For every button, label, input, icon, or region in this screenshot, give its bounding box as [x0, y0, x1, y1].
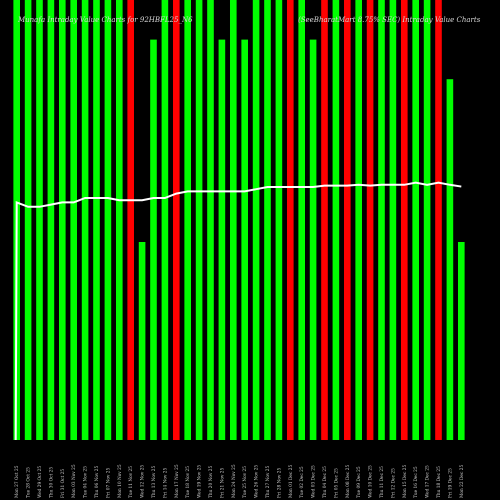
bar: [321, 0, 328, 440]
bars-group: [13, 0, 465, 440]
x-tick-label: Mon 27 Oct 25: [15, 465, 20, 498]
bar: [298, 0, 305, 440]
x-tick-label: Mon 03 Nov 25: [72, 464, 77, 498]
line-group: [14, 181, 462, 441]
bar: [378, 0, 385, 440]
bar: [275, 0, 283, 440]
x-tick-label: Tue 16 Dec 25: [414, 466, 419, 498]
x-tick-label: Tue 11 Nov 25: [129, 466, 134, 498]
chart-subtitle: (SeeBharatMart 8.75% SEC) Intraday Value…: [298, 16, 481, 24]
x-tick-label: Thu 13 Nov 25: [152, 466, 157, 498]
bar: [457, 242, 465, 440]
bar: [127, 0, 134, 440]
x-tick-label: Wed 26 Nov 25: [255, 465, 260, 498]
bar: [366, 0, 374, 440]
x-tick-label: Wed 12 Nov 25: [141, 465, 146, 498]
bar: [423, 0, 431, 440]
bar: [218, 39, 226, 440]
x-tick-label: Thu 30 Oct 25: [49, 467, 54, 498]
x-tick-label: Wed 17 Dec 25: [426, 465, 431, 498]
bar: [229, 0, 237, 440]
bar: [70, 0, 77, 440]
x-tick-label: Thu 20 Nov 25: [209, 466, 214, 498]
bar: [47, 0, 55, 440]
bar: [150, 39, 157, 440]
x-tick-label: Tue 04 Nov 25: [84, 466, 89, 498]
x-tick-label: Tue 28 Oct 25: [27, 467, 32, 498]
titles-group: Munafa Intraday Value Charts for 92HBFL2…: [17, 16, 481, 24]
bar: [195, 0, 203, 440]
bar: [309, 39, 317, 440]
chart-title: Munafa Intraday Value Charts for 92HBFL2…: [17, 16, 193, 24]
x-tick-label: Tue 02 Dec 25: [300, 466, 305, 498]
x-tick-label: Wed 03 Dec 25: [312, 465, 317, 498]
bar: [115, 0, 123, 440]
bar: [241, 39, 248, 440]
x-tick-labels: Mon 27 Oct 25 Tue 28 Oct 25 Wed 29 Oct 25 T…: [15, 464, 465, 498]
bar: [343, 0, 351, 440]
bar: [332, 0, 340, 440]
bar: [389, 0, 397, 440]
x-tick-label: Mon 15 Dec 25: [403, 465, 408, 498]
x-tick-label: Wed 29 Oct 25: [38, 466, 43, 498]
x-tick-label: Tue 18 Nov 25: [186, 466, 191, 498]
bar: [138, 242, 146, 440]
bar: [58, 0, 66, 440]
value-line: [14, 181, 462, 441]
x-tick-label: Mon 24 Nov 25: [232, 464, 237, 498]
bar: [412, 0, 419, 440]
x-tick-label: Thu 04 Dec 25: [323, 466, 328, 498]
x-tick-label: Tue 25 Nov 25: [243, 466, 248, 498]
bar: [355, 0, 362, 440]
x-tick-label: Fri 19 Dec 25: [448, 468, 453, 498]
bar: [252, 0, 260, 440]
bar: [207, 0, 214, 440]
x-tick-label: Fri 12 Dec 25: [391, 468, 396, 498]
bar: [446, 79, 454, 440]
x-tick-label: Fri 28 Nov 25: [277, 468, 282, 498]
bar: [81, 0, 89, 440]
bar: [24, 0, 32, 440]
x-tick-label: Mon 10 Nov 25: [118, 464, 123, 498]
x-tick-label: Fri 07 Nov 25: [106, 468, 111, 498]
bar: [286, 0, 294, 440]
x-tick-label: Tue 09 Dec 25: [357, 466, 362, 498]
x-tick-label: Mon 17 Nov 25: [175, 464, 180, 498]
x-tick-label: Wed 10 Dec 25: [369, 465, 374, 498]
x-tick-label: Mon 22 Dec 25: [460, 465, 465, 498]
x-tick-label: Mon 08 Dec 25: [346, 465, 351, 498]
x-tick-label: Mon 01 Dec 25: [289, 465, 294, 498]
bar: [435, 0, 442, 440]
bar: [172, 0, 180, 440]
bar: [184, 0, 191, 440]
bar: [264, 0, 271, 440]
bar: [161, 0, 169, 440]
bar: [36, 0, 43, 440]
x-tick-label: Fri 31 Oct 25: [61, 469, 66, 498]
x-tick-label: Thu 06 Nov 25: [95, 466, 100, 498]
x-tick-label: Fri 21 Nov 25: [220, 468, 225, 498]
x-tick-label: Thu 18 Dec 25: [437, 466, 442, 498]
x-tick-label: Fri 05 Dec 25: [334, 468, 339, 498]
bar: [93, 0, 100, 440]
bar: [104, 0, 112, 440]
x-tick-label: Thu 11 Dec 25: [380, 466, 385, 498]
x-tick-label: Thu 27 Nov 25: [266, 466, 271, 498]
bar: [400, 0, 408, 440]
x-tick-label: Wed 19 Nov 25: [198, 465, 203, 498]
x-tick-label: Fri 14 Nov 25: [163, 468, 168, 498]
